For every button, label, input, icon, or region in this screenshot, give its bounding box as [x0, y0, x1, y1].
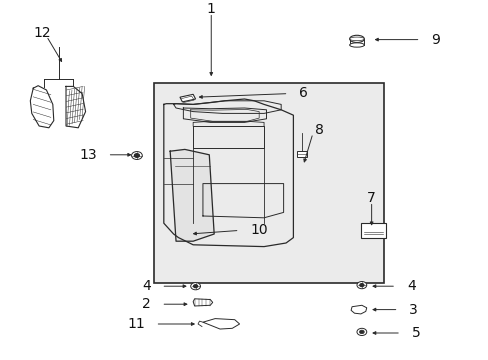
Text: 9: 9: [430, 33, 439, 46]
Circle shape: [356, 282, 366, 289]
Circle shape: [360, 331, 363, 333]
Text: 7: 7: [366, 192, 375, 206]
Polygon shape: [170, 149, 214, 241]
Ellipse shape: [349, 35, 364, 42]
FancyBboxPatch shape: [154, 83, 383, 283]
Text: 5: 5: [411, 326, 420, 340]
Circle shape: [134, 154, 139, 157]
Polygon shape: [350, 305, 366, 314]
Circle shape: [131, 152, 142, 159]
Text: 12: 12: [33, 26, 51, 40]
Polygon shape: [203, 319, 239, 329]
Circle shape: [359, 284, 363, 287]
Text: 4: 4: [142, 279, 150, 293]
Polygon shape: [180, 94, 195, 102]
Text: 6: 6: [299, 86, 307, 100]
Bar: [360, 223, 386, 238]
Text: 11: 11: [127, 317, 144, 331]
Ellipse shape: [349, 37, 364, 41]
Text: 10: 10: [250, 223, 267, 237]
Text: 4: 4: [406, 279, 415, 293]
Ellipse shape: [349, 43, 364, 47]
Circle shape: [190, 283, 200, 290]
Text: 13: 13: [79, 148, 97, 162]
Circle shape: [193, 285, 197, 288]
Polygon shape: [193, 299, 212, 306]
Text: 8: 8: [315, 123, 324, 137]
Polygon shape: [297, 151, 306, 157]
Text: 3: 3: [408, 303, 417, 316]
Text: 1: 1: [206, 3, 215, 17]
Circle shape: [359, 330, 364, 334]
Circle shape: [356, 328, 366, 336]
Text: 2: 2: [142, 297, 150, 311]
